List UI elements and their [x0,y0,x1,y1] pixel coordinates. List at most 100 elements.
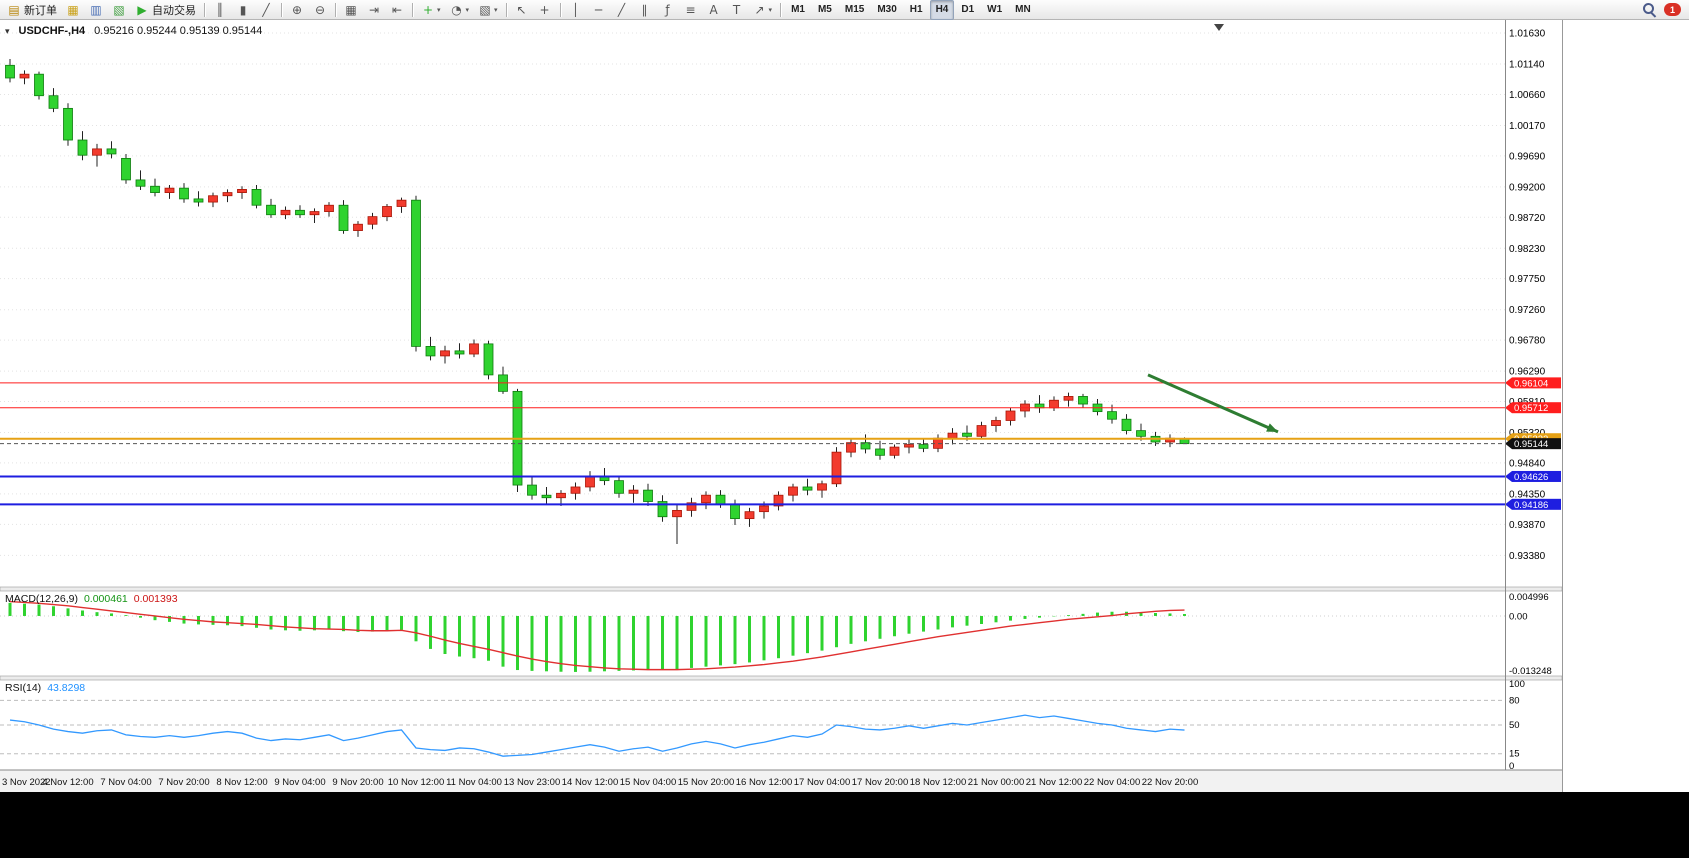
templates-caret-icon: ▾ [494,6,498,14]
rsi-value: 43.8298 [47,682,86,694]
candle-body-down [266,204,276,216]
toolbar-separator [335,2,336,17]
vertical-line-button[interactable]: │ [565,0,587,20]
notification-badge[interactable]: 1 [1664,3,1681,16]
equidistant-channel-icon: ∥ [641,2,648,17]
candle-body-down [454,350,465,355]
price-tick-label: 0.96290 [1509,367,1546,378]
price-tick-label: 0.97750 [1509,274,1546,285]
timeframe-m1[interactable]: M1 [785,0,811,20]
candle-body-up [991,420,1001,426]
timeframe-m5[interactable]: M5 [812,0,838,20]
candle-body-up [570,486,581,494]
price-tick-label: 0.99690 [1509,151,1546,162]
indicators-button[interactable]: + ▾ [417,0,445,20]
price-tick-label: 0.93380 [1509,551,1546,562]
candlestick-chart-icon: ▮ [239,2,247,17]
fibonacci-retracement-button[interactable]: ƒ [657,0,679,20]
chart-shift-marker[interactable] [1214,24,1224,31]
text-label-icon: T [732,2,741,17]
navigator-button[interactable]: ▥ [85,0,107,20]
time-axis-label: 21 Nov 00:00 [968,777,1025,788]
time-axis-label: 22 Nov 20:00 [1142,777,1199,788]
rsi-scale-label: 0 [1509,761,1514,772]
price-tick-label: 0.94840 [1509,458,1546,469]
timeframe-w1[interactable]: W1 [981,0,1008,20]
time-axis-label: 8 Nov 12:00 [216,777,267,788]
trendline-icon: ╱ [617,2,626,17]
templates-button[interactable]: ▧ ▾ [474,0,502,20]
trend-arrow-line[interactable] [1147,373,1279,434]
terminal-button[interactable]: ▧ [108,0,130,20]
price-badge-label: 0.95144 [1514,439,1548,450]
candle-body-down [918,444,929,449]
crosshair-button[interactable]: + [534,0,556,20]
panel-splitter[interactable] [0,675,1562,681]
timeframe-mn[interactable]: MN [1009,0,1037,20]
zoom-out-button[interactable]: ⊖ [309,0,331,20]
time-axis-label: 18 Nov 12:00 [910,777,967,788]
shapes-button[interactable]: ≡ [680,0,702,20]
toolbar-separator [204,2,205,17]
zoom-in-button[interactable]: ⊕ [286,0,308,20]
chart-window: 1.01630 1.01140 1.00660 1.00170 0.99690 0.992… [0,20,1563,792]
fibonacci-retracement-icon: ƒ [665,2,670,17]
chart-shift-button[interactable]: ⇤ [386,0,408,20]
search-icon[interactable] [1642,2,1657,18]
candle-body-down [34,73,44,97]
auto-trading-button[interactable]: ▶ 自动交易 [131,0,200,20]
auto-trading-label: 自动交易 [152,4,196,17]
price-badge-label: 0.95712 [1514,403,1548,414]
candlestick-chart-button[interactable]: ▮ [232,0,254,20]
timeframe-h4[interactable]: H4 [929,0,955,20]
chart-title: ▾ USDCHF-,H4 0.95216 0.95244 0.95139 0.9… [5,25,262,37]
timeframe-m30[interactable]: M30 [871,0,902,20]
text-label-button[interactable]: T [726,0,748,20]
status-strip [0,792,1689,858]
toolbar-separator [559,2,561,17]
price-badge [1512,402,1561,414]
timeframe-d1[interactable]: D1 [955,0,980,20]
candle-body-up [353,223,363,231]
time-axis-label: 7 Nov 20:00 [158,777,209,788]
arrows-tool-button[interactable]: ↗ ▾ [749,0,777,20]
candle-body-up [672,509,682,518]
candle-body-down [179,187,189,200]
candle-body-up [237,189,247,193]
candle-body-up [440,350,450,357]
one-click-trading-toggle[interactable]: ▾ [5,25,10,36]
price-badge [1512,438,1561,450]
chart-shift-icon: ⇤ [391,2,403,17]
line-chart-button[interactable]: ╱ [255,0,277,20]
terminal-icon: ▧ [113,2,125,17]
horizontal-line-button[interactable]: ─ [588,0,610,20]
candle-body-down [1121,418,1132,432]
timeframe-m15[interactable]: M15 [839,0,870,20]
periods-button[interactable]: ◔ ▾ [446,0,474,20]
time-axis-label: 14 Nov 12:00 [562,777,619,788]
time-axis-label: 7 Nov 04:00 [100,777,151,788]
candle-body-down [121,157,131,181]
candle-body-up [309,211,320,216]
price-badge [1512,498,1561,510]
trend-arrow-head[interactable] [1266,423,1278,432]
text-icon: A [709,2,718,17]
auto-scroll-icon: ⇥ [368,2,380,17]
cursor-button[interactable]: ↖ [511,0,533,20]
new-order-button[interactable]: ▤ 新订单 [3,0,61,20]
timeframe-h1[interactable]: H1 [904,0,929,20]
price-badge-label: 0.96104 [1514,378,1548,389]
auto-scroll-button[interactable]: ⇥ [363,0,385,20]
timeframe-m30-label: M30 [877,4,897,15]
bar-chart-button[interactable]: ║ [209,0,231,20]
tile-windows-button[interactable]: ▦ [340,0,362,20]
macd-scale-label: 0.00 [1509,611,1528,622]
toolbar-button-groups: ▤ 新订单 ▦ ▥ ▧ ▶ 自动交易 ║ ▮ ╱ ⊕ ⊖ ▦ ⇥ ⇤ + ▾ ◔ ▾ ▧ ▾ ↖ + │ ─ ╱ ∥ ƒ ≡ A T ↗ ▾ M1… [0,0,1037,20]
price-badge-arrow [1505,402,1512,414]
trendline-button[interactable]: ╱ [611,0,633,20]
market-watch-button[interactable]: ▦ [62,0,84,20]
panel-splitter[interactable] [0,586,1562,592]
equidistant-channel-button[interactable]: ∥ [634,0,656,20]
text-button[interactable]: A [703,0,725,20]
candle-body-down [106,148,117,155]
